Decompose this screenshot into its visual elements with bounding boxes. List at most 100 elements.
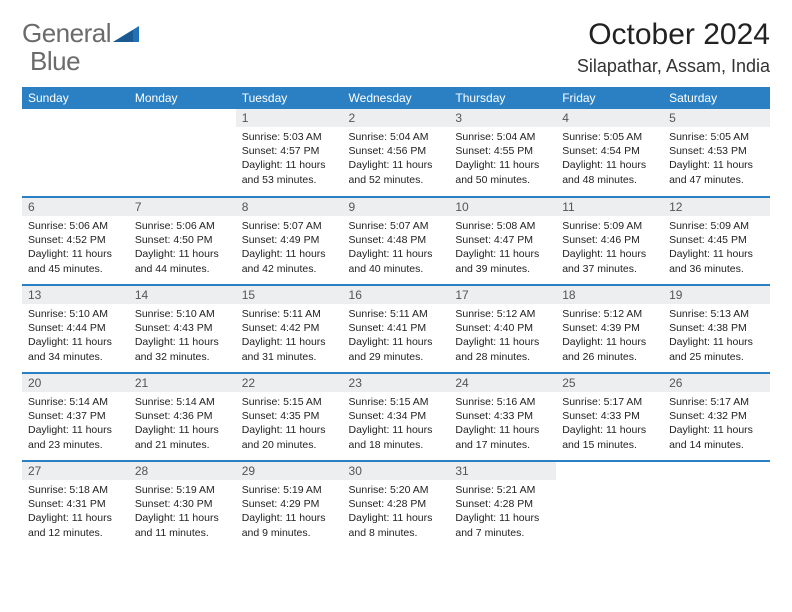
calendar-day-cell: 9Sunrise: 5:07 AMSunset: 4:48 PMDaylight…	[343, 197, 450, 285]
sunrise-text: Sunrise: 5:09 AM	[562, 219, 657, 233]
daylight-text-1: Daylight: 11 hours	[242, 335, 337, 349]
calendar-week-row: 6Sunrise: 5:06 AMSunset: 4:52 PMDaylight…	[22, 197, 770, 285]
daylight-text-2: and 17 minutes.	[455, 438, 550, 452]
calendar-day-cell: 27Sunrise: 5:18 AMSunset: 4:31 PMDayligh…	[22, 461, 129, 549]
day-number: 19	[663, 286, 770, 304]
day-details: Sunrise: 5:08 AMSunset: 4:47 PMDaylight:…	[449, 216, 556, 280]
daylight-text-1: Daylight: 11 hours	[349, 335, 444, 349]
day-number: 31	[449, 462, 556, 480]
calendar-day-cell: 20Sunrise: 5:14 AMSunset: 4:37 PMDayligh…	[22, 373, 129, 461]
calendar-day-cell: ..	[663, 461, 770, 549]
calendar-day-cell: 22Sunrise: 5:15 AMSunset: 4:35 PMDayligh…	[236, 373, 343, 461]
calendar-day-cell: 31Sunrise: 5:21 AMSunset: 4:28 PMDayligh…	[449, 461, 556, 549]
day-details: Sunrise: 5:14 AMSunset: 4:37 PMDaylight:…	[22, 392, 129, 456]
daylight-text-2: and 48 minutes.	[562, 173, 657, 187]
header: General October 2024 Silapathar, Assam, …	[22, 18, 770, 77]
daylight-text-2: and 11 minutes.	[135, 526, 230, 540]
calendar-page: General October 2024 Silapathar, Assam, …	[0, 0, 792, 567]
day-number: 6	[22, 198, 129, 216]
day-details: Sunrise: 5:21 AMSunset: 4:28 PMDaylight:…	[449, 480, 556, 544]
sunrise-text: Sunrise: 5:19 AM	[242, 483, 337, 497]
weekday-header: Tuesday	[236, 87, 343, 109]
day-number: 20	[22, 374, 129, 392]
sunrise-text: Sunrise: 5:07 AM	[242, 219, 337, 233]
daylight-text-2: and 8 minutes.	[349, 526, 444, 540]
calendar-day-cell: 3Sunrise: 5:04 AMSunset: 4:55 PMDaylight…	[449, 109, 556, 197]
day-number: 13	[22, 286, 129, 304]
sunrise-text: Sunrise: 5:17 AM	[562, 395, 657, 409]
day-details: Sunrise: 5:13 AMSunset: 4:38 PMDaylight:…	[663, 304, 770, 368]
daylight-text-1: Daylight: 11 hours	[135, 335, 230, 349]
sunset-text: Sunset: 4:47 PM	[455, 233, 550, 247]
day-details: Sunrise: 5:16 AMSunset: 4:33 PMDaylight:…	[449, 392, 556, 456]
daylight-text-1: Daylight: 11 hours	[455, 511, 550, 525]
calendar-day-cell: 10Sunrise: 5:08 AMSunset: 4:47 PMDayligh…	[449, 197, 556, 285]
weekday-header: Monday	[129, 87, 236, 109]
brand-text-1: General	[22, 18, 111, 49]
day-number: 12	[663, 198, 770, 216]
calendar-day-cell: 24Sunrise: 5:16 AMSunset: 4:33 PMDayligh…	[449, 373, 556, 461]
sunset-text: Sunset: 4:40 PM	[455, 321, 550, 335]
sunrise-text: Sunrise: 5:17 AM	[669, 395, 764, 409]
daylight-text-1: Daylight: 11 hours	[28, 511, 123, 525]
day-details: Sunrise: 5:12 AMSunset: 4:40 PMDaylight:…	[449, 304, 556, 368]
daylight-text-1: Daylight: 11 hours	[562, 247, 657, 261]
sunrise-text: Sunrise: 5:16 AM	[455, 395, 550, 409]
sunrise-text: Sunrise: 5:04 AM	[455, 130, 550, 144]
day-details: Sunrise: 5:12 AMSunset: 4:39 PMDaylight:…	[556, 304, 663, 368]
daylight-text-1: Daylight: 11 hours	[349, 423, 444, 437]
daylight-text-1: Daylight: 11 hours	[455, 423, 550, 437]
sunset-text: Sunset: 4:54 PM	[562, 144, 657, 158]
sunrise-text: Sunrise: 5:15 AM	[349, 395, 444, 409]
day-details: Sunrise: 5:04 AMSunset: 4:55 PMDaylight:…	[449, 127, 556, 191]
calendar-week-row: ....1Sunrise: 5:03 AMSunset: 4:57 PMDayl…	[22, 109, 770, 197]
day-details: Sunrise: 5:10 AMSunset: 4:44 PMDaylight:…	[22, 304, 129, 368]
daylight-text-1: Daylight: 11 hours	[242, 511, 337, 525]
daylight-text-2: and 29 minutes.	[349, 350, 444, 364]
weekday-header: Thursday	[449, 87, 556, 109]
day-number: 8	[236, 198, 343, 216]
calendar-day-cell: 21Sunrise: 5:14 AMSunset: 4:36 PMDayligh…	[129, 373, 236, 461]
brand-logo: General	[22, 18, 141, 49]
sunrise-text: Sunrise: 5:20 AM	[349, 483, 444, 497]
day-details: Sunrise: 5:11 AMSunset: 4:42 PMDaylight:…	[236, 304, 343, 368]
calendar-day-cell: 16Sunrise: 5:11 AMSunset: 4:41 PMDayligh…	[343, 285, 450, 373]
sunrise-text: Sunrise: 5:04 AM	[349, 130, 444, 144]
sunrise-text: Sunrise: 5:08 AM	[455, 219, 550, 233]
day-details: Sunrise: 5:11 AMSunset: 4:41 PMDaylight:…	[343, 304, 450, 368]
calendar-day-cell: 2Sunrise: 5:04 AMSunset: 4:56 PMDaylight…	[343, 109, 450, 197]
title-block: October 2024 Silapathar, Assam, India	[577, 18, 770, 77]
sunset-text: Sunset: 4:35 PM	[242, 409, 337, 423]
daylight-text-1: Daylight: 11 hours	[669, 423, 764, 437]
daylight-text-1: Daylight: 11 hours	[242, 423, 337, 437]
daylight-text-2: and 47 minutes.	[669, 173, 764, 187]
calendar-day-cell: 25Sunrise: 5:17 AMSunset: 4:33 PMDayligh…	[556, 373, 663, 461]
day-number: 17	[449, 286, 556, 304]
day-details: Sunrise: 5:15 AMSunset: 4:35 PMDaylight:…	[236, 392, 343, 456]
calendar-day-cell: 18Sunrise: 5:12 AMSunset: 4:39 PMDayligh…	[556, 285, 663, 373]
daylight-text-1: Daylight: 11 hours	[135, 247, 230, 261]
sunrise-text: Sunrise: 5:14 AM	[28, 395, 123, 409]
sunrise-text: Sunrise: 5:03 AM	[242, 130, 337, 144]
daylight-text-1: Daylight: 11 hours	[28, 423, 123, 437]
day-details: Sunrise: 5:05 AMSunset: 4:54 PMDaylight:…	[556, 127, 663, 191]
calendar-day-cell: ..	[556, 461, 663, 549]
sunset-text: Sunset: 4:43 PM	[135, 321, 230, 335]
daylight-text-1: Daylight: 11 hours	[669, 158, 764, 172]
sunrise-text: Sunrise: 5:12 AM	[455, 307, 550, 321]
sunset-text: Sunset: 4:45 PM	[669, 233, 764, 247]
daylight-text-2: and 44 minutes.	[135, 262, 230, 276]
calendar-day-cell: 13Sunrise: 5:10 AMSunset: 4:44 PMDayligh…	[22, 285, 129, 373]
daylight-text-2: and 34 minutes.	[28, 350, 123, 364]
sunset-text: Sunset: 4:33 PM	[562, 409, 657, 423]
calendar-day-cell: 1Sunrise: 5:03 AMSunset: 4:57 PMDaylight…	[236, 109, 343, 197]
sunset-text: Sunset: 4:37 PM	[28, 409, 123, 423]
day-number: 5	[663, 109, 770, 127]
calendar-day-cell: 14Sunrise: 5:10 AMSunset: 4:43 PMDayligh…	[129, 285, 236, 373]
sunrise-text: Sunrise: 5:14 AM	[135, 395, 230, 409]
daylight-text-2: and 52 minutes.	[349, 173, 444, 187]
daylight-text-2: and 9 minutes.	[242, 526, 337, 540]
day-number: 10	[449, 198, 556, 216]
day-details: Sunrise: 5:19 AMSunset: 4:30 PMDaylight:…	[129, 480, 236, 544]
sunrise-text: Sunrise: 5:05 AM	[669, 130, 764, 144]
